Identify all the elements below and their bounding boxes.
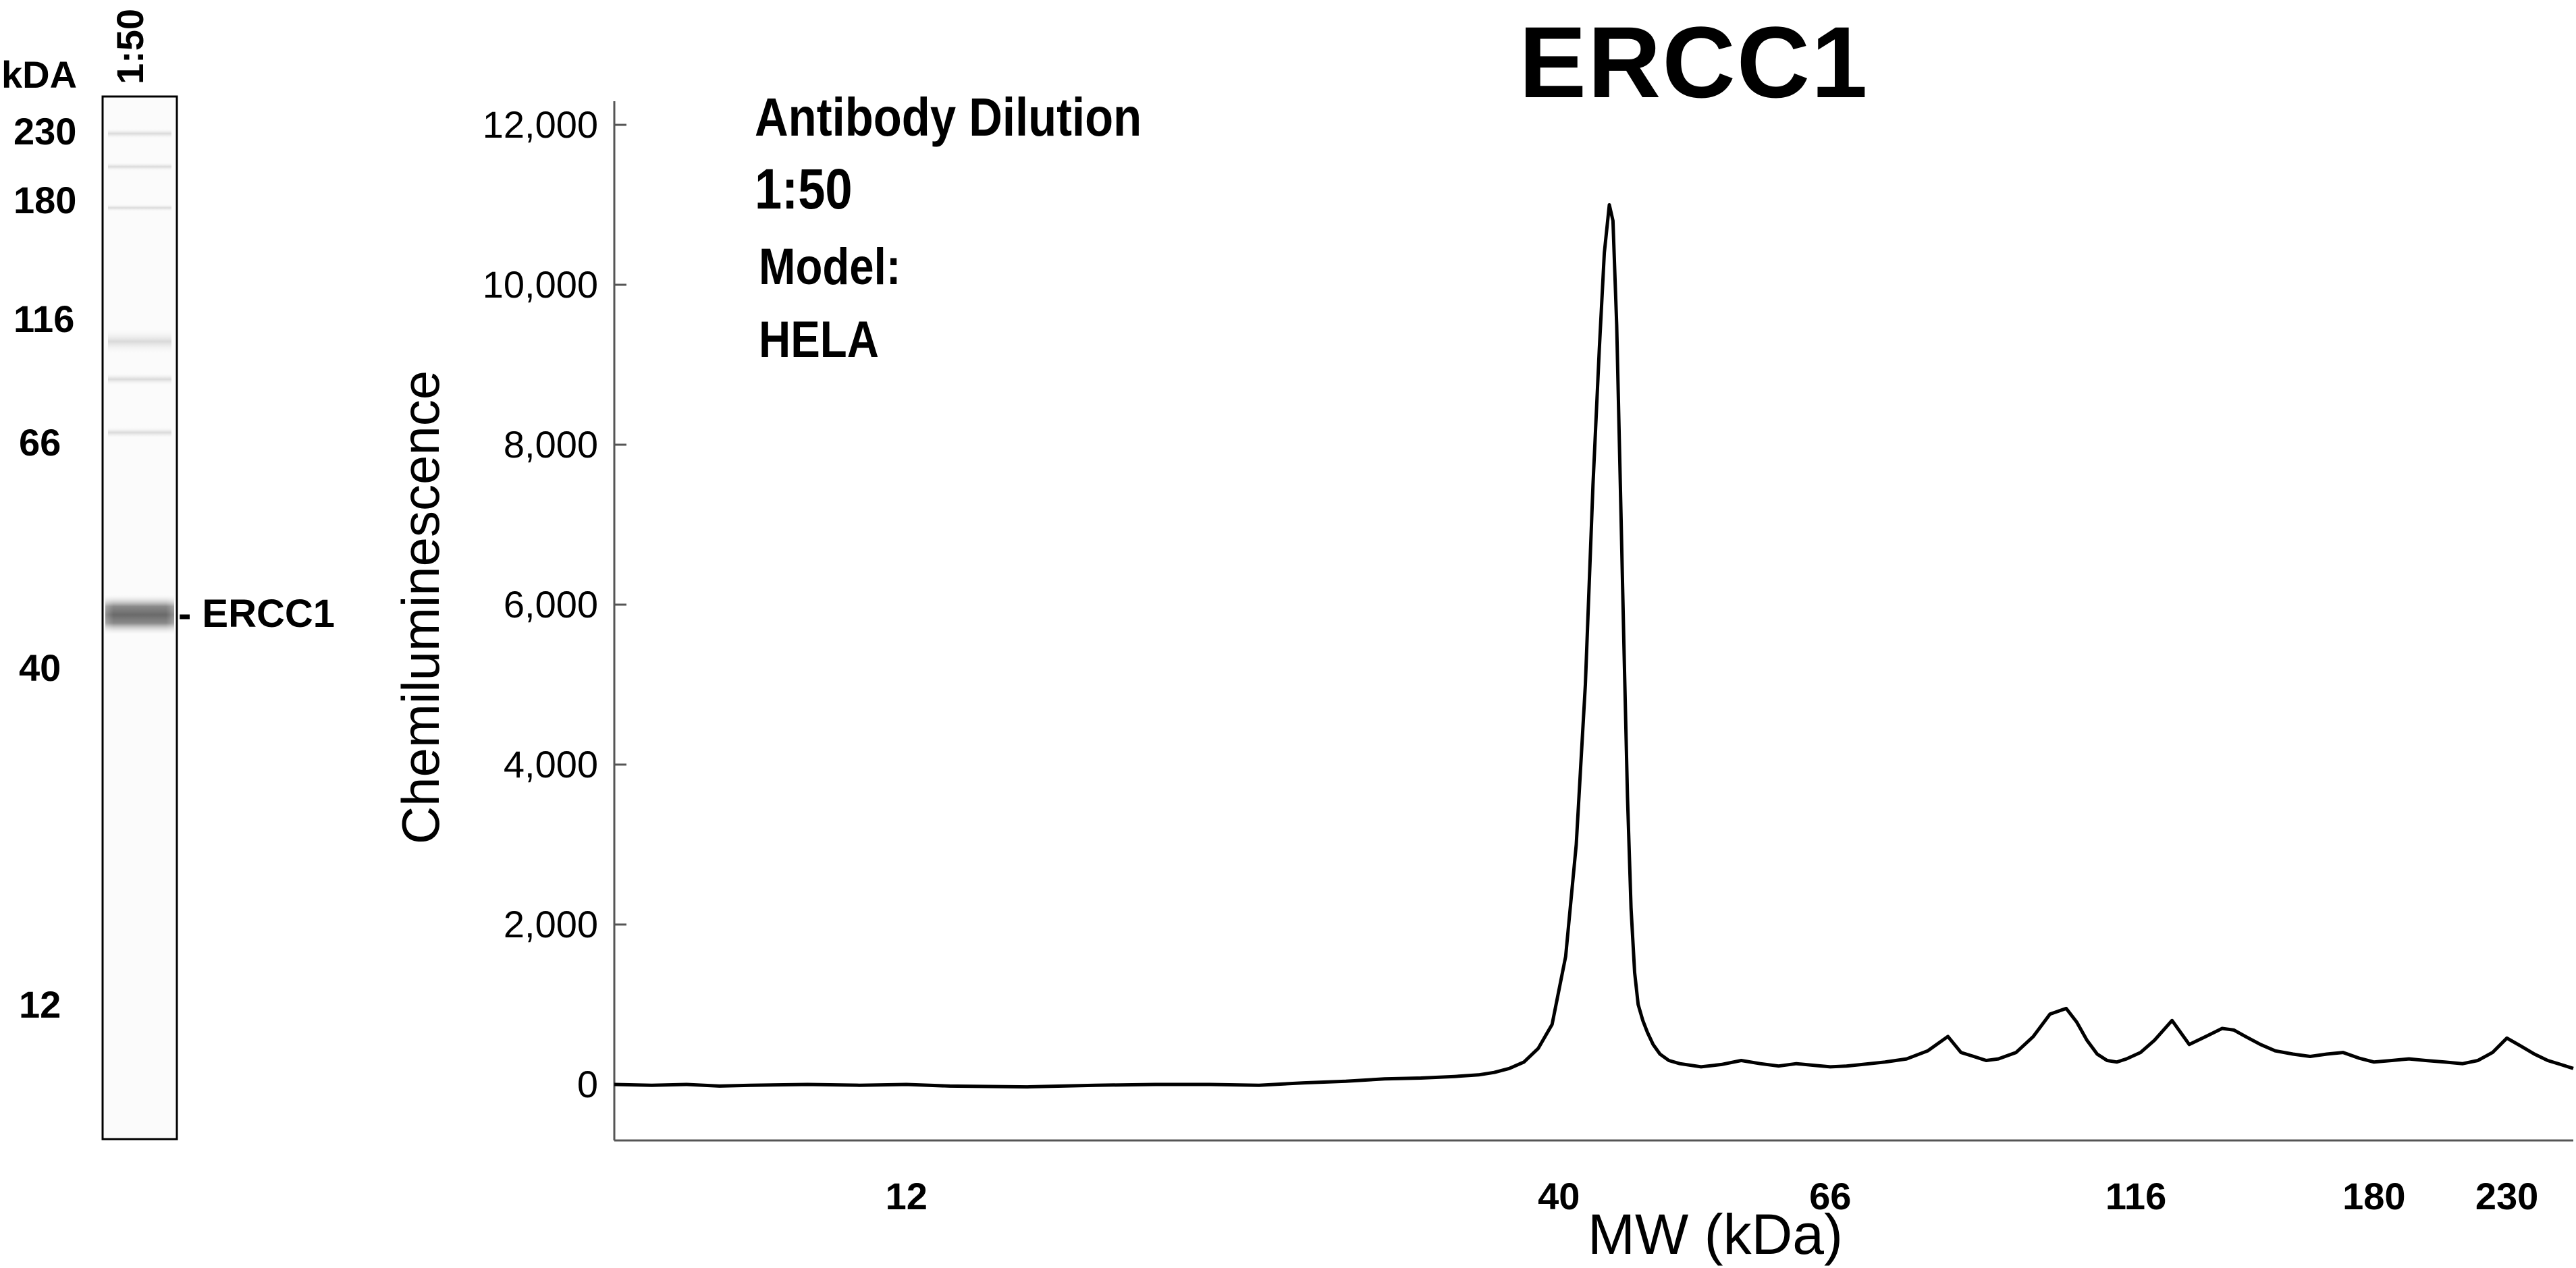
blot-marker-label: 66: [19, 421, 61, 464]
x-axis-label: MW (kDa): [1588, 1203, 1843, 1266]
x-tick-label: 66: [1809, 1175, 1851, 1217]
blot-marker-label: 230: [14, 110, 77, 153]
annotation-model-value: HELA: [759, 311, 879, 368]
y-tick-label: 4,000: [504, 743, 598, 785]
x-tick-label: 40: [1538, 1175, 1580, 1217]
x-tick-label: 116: [2105, 1175, 2166, 1217]
faint-band: [108, 128, 171, 139]
chart-title: ERCC1: [1519, 5, 1869, 119]
faint-band: [108, 162, 171, 171]
y-tick-label: 0: [577, 1063, 598, 1105]
blot-unit-label: kDA: [1, 53, 78, 96]
x-tick-label: 12: [886, 1175, 928, 1217]
blot-marker-label: 12: [19, 983, 61, 1026]
y-tick-label: 6,000: [504, 583, 598, 626]
faint-band: [108, 204, 171, 212]
ercc1-band-edge: [105, 594, 174, 636]
blot-band-label: - ERCC1: [178, 592, 336, 636]
annotation-dilution-label: Antibody Dilution: [755, 87, 1142, 147]
series-line: [614, 203, 2574, 1089]
annotation-dilution-value: 1:50: [755, 157, 853, 221]
y-tick-label: 10,000: [483, 263, 598, 306]
x-tick-label: 230: [2475, 1175, 2538, 1217]
y-tick-label: 12,000: [483, 103, 598, 146]
faint-band: [108, 328, 171, 355]
blot-marker-label: 40: [19, 646, 61, 689]
faint-band: [108, 426, 171, 439]
y-axis-label: Chemiluminescence: [391, 370, 450, 844]
annotation-model-label: Model:: [759, 238, 901, 296]
y-tick-label: 2,000: [504, 903, 598, 945]
x-tick-label: 180: [2342, 1175, 2405, 1217]
blot-marker-label: 180: [14, 179, 77, 221]
faint-band: [108, 373, 171, 386]
y-tick-label: 8,000: [504, 423, 598, 466]
blot-marker-label: 116: [14, 298, 75, 340]
